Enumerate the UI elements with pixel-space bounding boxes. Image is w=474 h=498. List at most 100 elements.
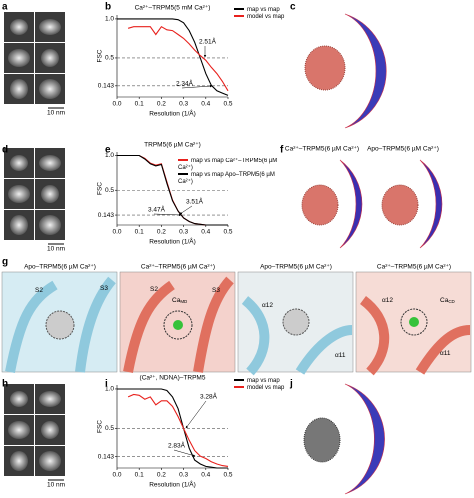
structure-label: S2 [35, 287, 43, 294]
scale-bar-label: 10 nm [47, 482, 65, 489]
chart-title: TRPM5(6 µM Ca²⁺) [144, 142, 201, 149]
panel-title: Apo–TRPM5(6 µM Ca²⁺) [24, 264, 96, 271]
panel-title: Ca²⁺–TRPM5(6 µM Ca²⁺) [377, 264, 451, 271]
x-tick-label: 0.2 [157, 229, 166, 236]
legend-label: map vs map Apo–TRPM5(6 µM Ca²⁺) [178, 172, 275, 185]
particle [10, 451, 28, 471]
structure-label: α12 [262, 302, 273, 309]
x-tick-label: 0.4 [201, 229, 210, 236]
annotation: 3.47Å [148, 205, 166, 214]
label-main: Ca [440, 297, 449, 304]
legend-swatch [234, 379, 244, 382]
particle [10, 215, 28, 235]
panel-title: Apo–TRPM5(6 µM Ca²⁺) [260, 264, 332, 271]
structure-label: α11 [440, 350, 451, 357]
particle [8, 185, 30, 203]
x-tick-label: 0.4 [201, 472, 210, 479]
fsc-line [127, 393, 229, 467]
x-tick-label: 0.3 [179, 229, 188, 236]
label-sub: CD [448, 299, 455, 304]
legend-entry: map vs map [234, 7, 289, 14]
particle [39, 79, 61, 99]
particle [10, 155, 28, 171]
particle [39, 215, 61, 235]
label-main: S2 [150, 286, 158, 293]
annotation: 2.34Å [176, 79, 194, 88]
structure-label: α11 [335, 352, 346, 359]
legend: map vs map Ca²⁺–TRPM5(6 µM Ca²⁺)map vs m… [178, 158, 288, 186]
panel-label: d [2, 145, 8, 156]
legend-entry: map vs map [234, 378, 289, 385]
annotation-arrow [179, 205, 193, 215]
legend-box: map vs map Ca²⁺–TRPM5(6 µM Ca²⁺) map vs m… [178, 158, 288, 186]
particle [39, 391, 61, 407]
y-tick-label: 0.5 [105, 425, 114, 432]
y-axis-label: FSC [97, 49, 104, 62]
panel-label: h [2, 379, 8, 390]
annotation: 2.51Å [199, 37, 217, 46]
label-main: α11 [440, 350, 451, 357]
panel-label: e [105, 145, 111, 156]
panel-label: j [289, 379, 293, 390]
particle [10, 391, 28, 407]
y-tick-label: 0.5 [105, 55, 114, 62]
x-axis-label: Resolution (1/Å) [149, 109, 196, 118]
particle [41, 185, 59, 203]
chart-title: Ca²⁺–TRPM5(5 mM Ca²⁺) [135, 5, 211, 12]
legend-swatch [234, 386, 244, 389]
y-tick-label: 0.143 [98, 212, 115, 219]
label-main: α12 [382, 297, 393, 304]
x-tick-label: 0.4 [201, 101, 210, 108]
structure-label: CaMD [172, 297, 188, 304]
legend-swatch [234, 8, 244, 11]
x-tick-label: 0.1 [135, 472, 144, 479]
y-tick-label: 0.143 [98, 83, 115, 90]
fsc-line [117, 388, 228, 469]
legend-entry: map vs map Apo–TRPM5(6 µM Ca²⁺) [178, 172, 288, 186]
panel-label: f [280, 145, 284, 156]
label-main: α12 [262, 302, 273, 309]
panel-label: b [105, 2, 111, 13]
map-f [301, 159, 443, 249]
label-main: α11 [335, 352, 346, 359]
legend-entry: model vs map [234, 14, 289, 21]
x-tick-label: 0.2 [157, 472, 166, 479]
scale-bar-label: 10 nm [47, 110, 65, 117]
particle [39, 155, 61, 171]
y-tick-label: 1.0 [105, 16, 114, 23]
particle [39, 451, 61, 471]
particle [8, 421, 30, 439]
scale-bar-label: 10 nm [47, 246, 65, 253]
annotation-arrow [153, 213, 182, 217]
x-tick-label: 0.2 [157, 101, 166, 108]
legend-label: map vs map Ca²⁺–TRPM5(6 µM Ca²⁺) [178, 158, 278, 171]
panel-title: Ca²⁺–TRPM5(6 µM Ca²⁺) [141, 264, 215, 271]
particle [39, 19, 61, 35]
legend-label: model vs map [247, 14, 285, 20]
y-tick-label: 0.5 [105, 187, 114, 194]
fsc-line [117, 18, 229, 96]
particle [10, 79, 28, 99]
annotation: 3.51Å [186, 197, 204, 206]
structure-label: S2 [150, 286, 158, 293]
map-title: Ca²⁺–TRPM5(6 µM Ca²⁺) [285, 146, 359, 153]
y-tick-label: 0.143 [98, 453, 115, 460]
annotation: 3.28Å [200, 392, 218, 401]
x-tick-label: 0.3 [179, 472, 188, 479]
panel-label: c [290, 2, 296, 13]
x-tick-label: 0.3 [179, 101, 188, 108]
annotation-arrow [185, 400, 207, 429]
x-tick-label: 0.5 [223, 101, 232, 108]
x-tick-label: 0.0 [112, 472, 121, 479]
structure-label: α12 [382, 297, 393, 304]
legend-label: map vs map [247, 378, 280, 384]
structure-label: S3 [212, 287, 220, 294]
map-j [303, 383, 385, 495]
x-tick-label: 0.5 [223, 472, 232, 479]
density-panels [1, 271, 472, 376]
label-main: Ca [172, 297, 181, 304]
legend-swatch [178, 173, 188, 176]
